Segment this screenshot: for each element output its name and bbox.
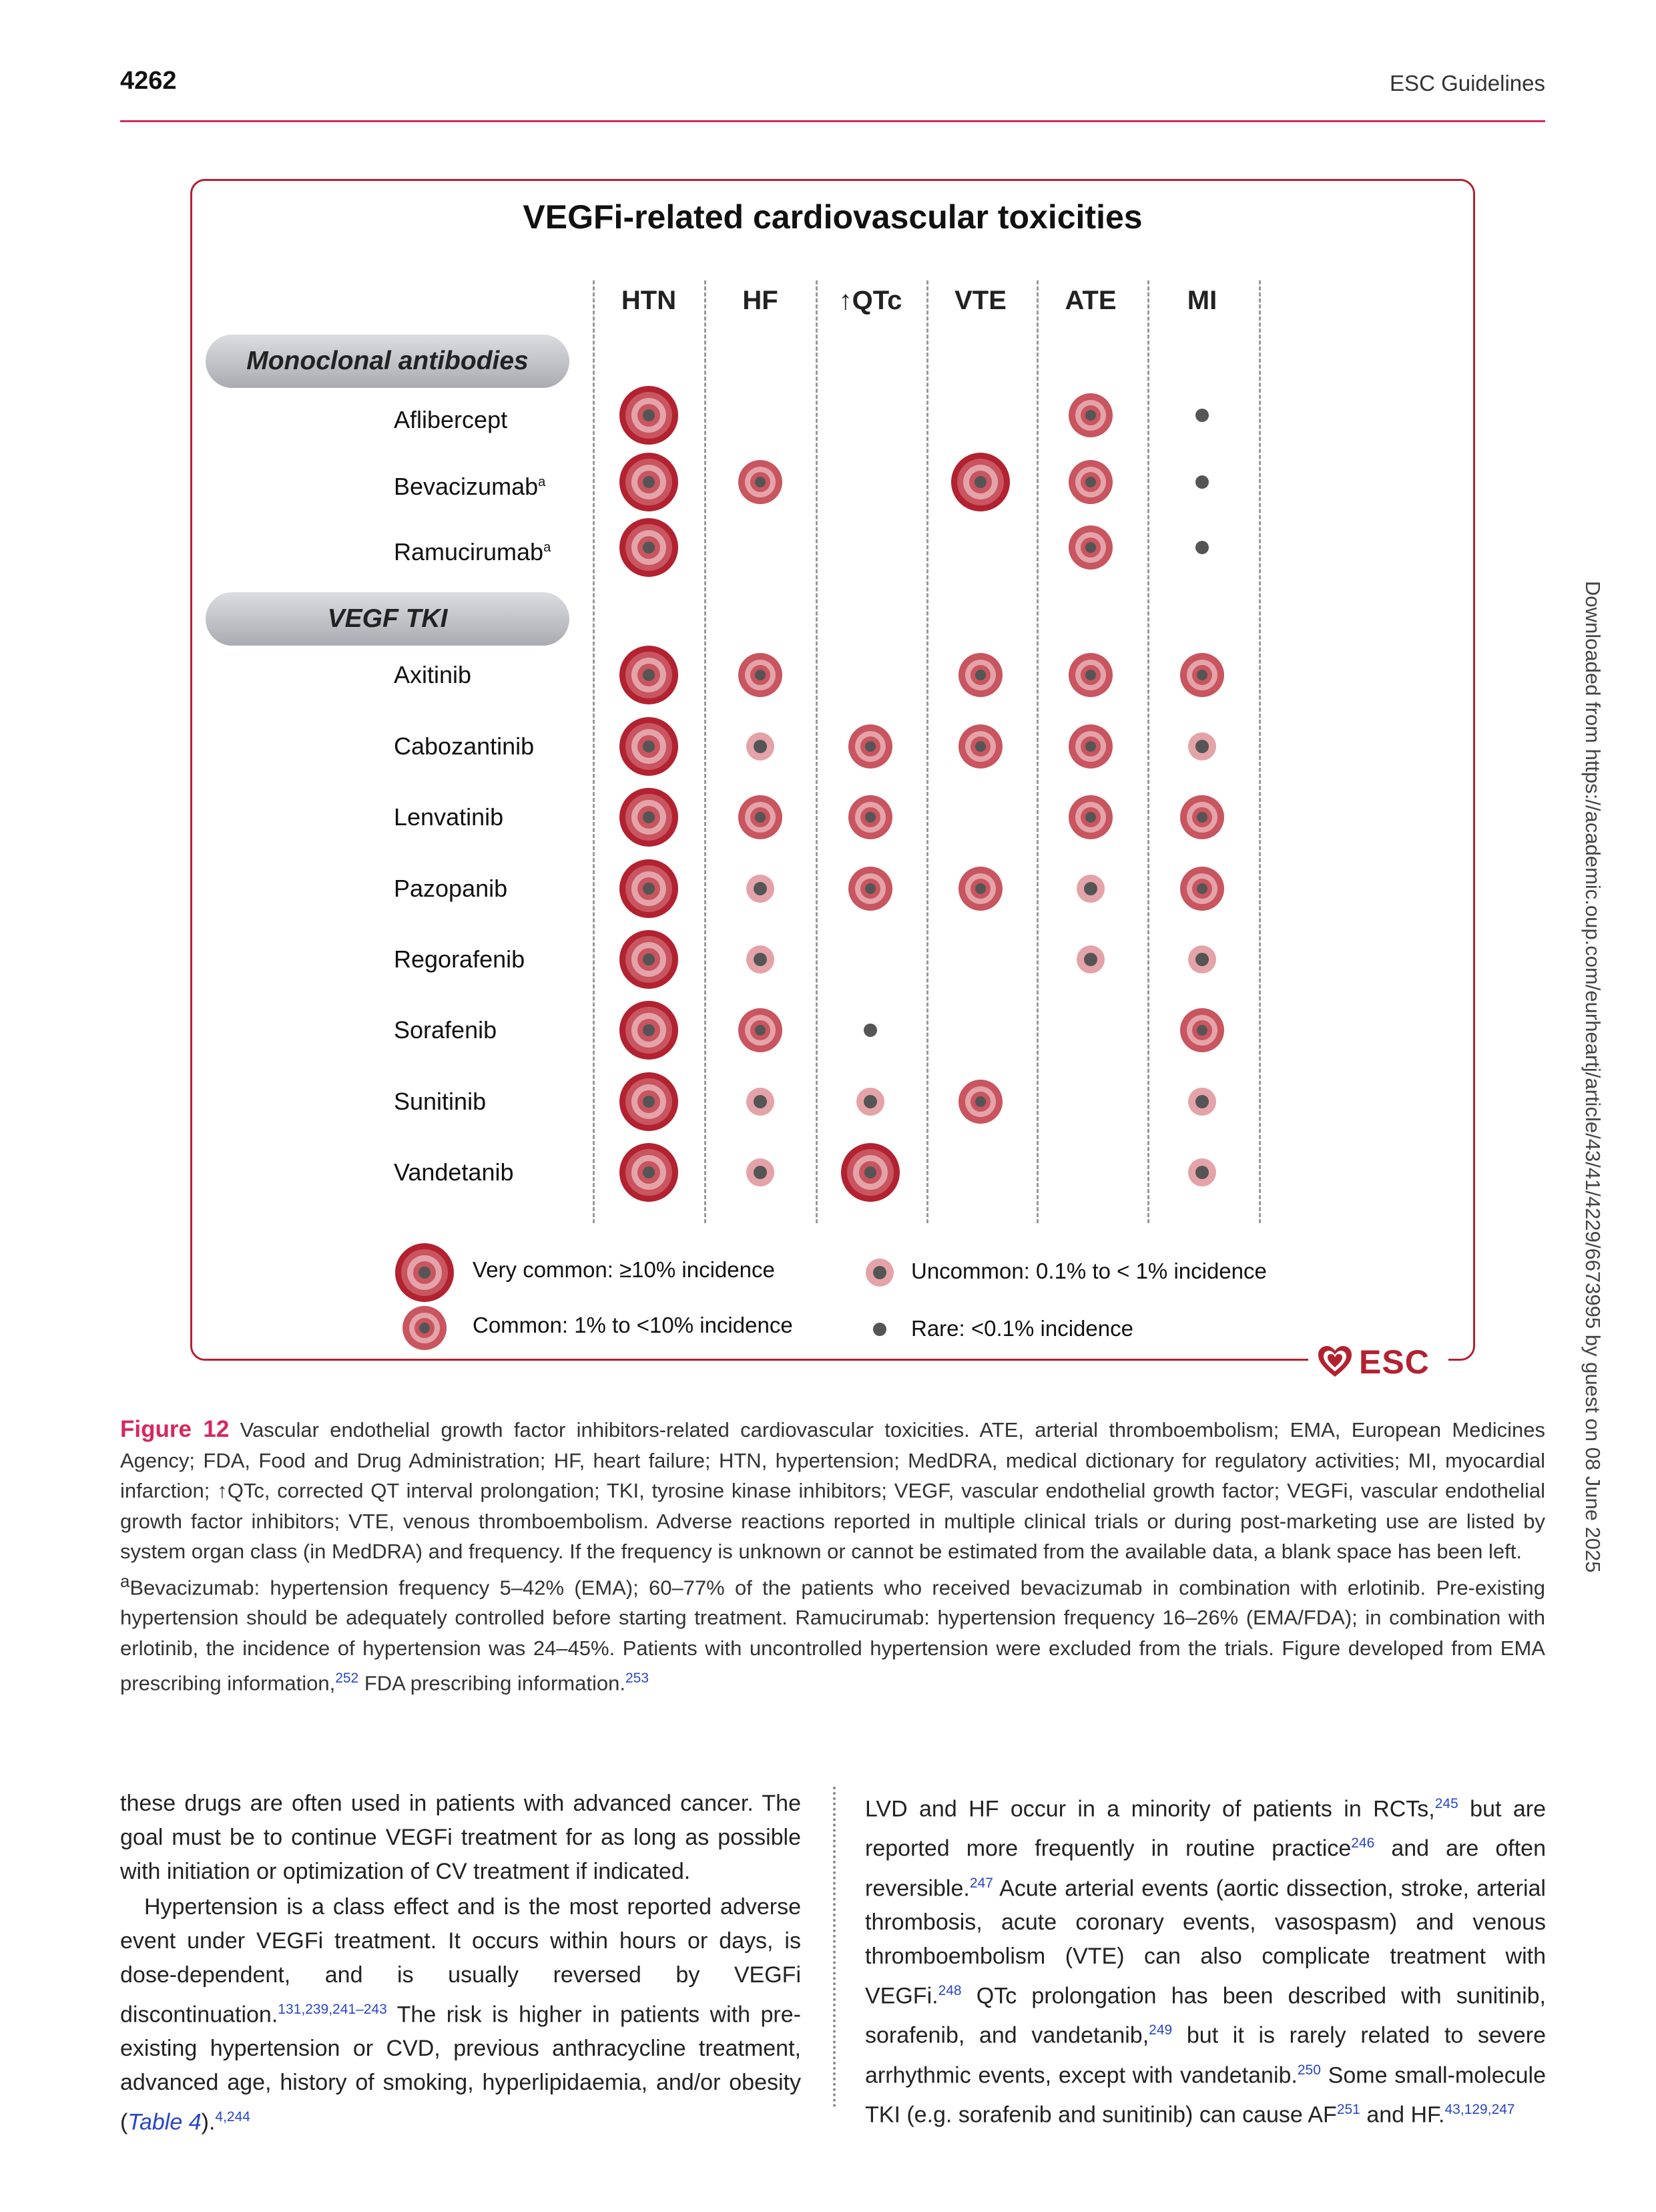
drug-label-ramucirumab: Ramucirumaba <box>394 538 551 566</box>
column-header-qtc-label: QTc <box>852 286 902 315</box>
column-header-vte-label: VTE <box>954 286 1007 315</box>
column-header-mi-label: MI <box>1187 286 1217 315</box>
up-arrow-icon: ↑ <box>838 286 852 315</box>
column-header-htn-label: HTN <box>621 286 677 315</box>
drug-label-cabozantinib: Cabozantinib <box>394 732 535 760</box>
reference-link[interactable]: 253 <box>625 1671 649 1687</box>
reference-link[interactable]: 248 <box>938 1982 962 1998</box>
group-label-vegf-tki: VEGF TKI <box>206 592 569 646</box>
column-divider <box>816 280 818 1223</box>
caption-footnote-text: Bevacizumab: hypertension frequency 5–42… <box>120 1575 1545 1695</box>
drug-label-regorafenib: Regorafenib <box>394 945 525 973</box>
body-paragraph: LVD and HF occur in a minority of patien… <box>865 1796 1547 2128</box>
column-header-mi: MI <box>1152 286 1252 316</box>
caption-fda-text: FDA prescribing information. <box>358 1671 625 1695</box>
caption-text: Vascular endothelial growth factor inhib… <box>120 1418 1545 1563</box>
reference-link[interactable]: 131,239,241–243 <box>278 2002 387 2017</box>
column-divider <box>1037 280 1039 1223</box>
header-rule <box>120 120 1545 122</box>
reference-link[interactable]: 246 <box>1351 1835 1375 1851</box>
legend-very-common-label: Very common: ≥10% incidence <box>473 1257 775 1282</box>
reference-link[interactable]: 247 <box>969 1875 993 1891</box>
reference-link[interactable]: 245 <box>1434 1796 1458 1811</box>
column-divider <box>926 280 928 1223</box>
legend-uncommon-label: Uncommon: 0.1% to < 1% incidence <box>911 1259 1267 1283</box>
column-divider <box>704 280 706 1223</box>
footnote-marker: a <box>538 475 546 489</box>
reference-link[interactable]: 4,244 <box>215 2109 250 2125</box>
reference-link[interactable]: 251 <box>1336 2101 1360 2117</box>
esc-logo: ESC <box>1308 1342 1448 1382</box>
column-header-htn: HTN <box>599 286 699 316</box>
column-header-vte: VTE <box>930 286 1031 316</box>
column-header-ate-label: ATE <box>1065 286 1117 315</box>
footnote-marker: a <box>543 540 551 555</box>
drug-label-sunitinib: Sunitinib <box>394 1088 487 1115</box>
drug-label-bevacizumab: Bevacizumaba <box>394 473 546 500</box>
figure-caption: Figure 12 Vascular endothelial growth fa… <box>120 1414 1545 1699</box>
figure-title: VEGFi-related cardiovascular toxicities <box>523 198 1143 236</box>
figure-label: Figure 12 <box>120 1416 230 1442</box>
drug-label-axitinib: Axitinib <box>394 661 472 688</box>
drug-label-lenvatinib: Lenvatinib <box>394 803 504 831</box>
drug-label-vandetanib: Vandetanib <box>394 1158 514 1186</box>
esc-logo-text: ESC <box>1359 1343 1430 1381</box>
body-column-right: LVD and HF occur in a minority of patien… <box>865 1787 1546 2132</box>
drug-label-pazopanib: Pazopanib <box>394 875 508 902</box>
column-header-hf: HF <box>710 286 810 316</box>
running-title: ESC Guidelines <box>1390 71 1545 95</box>
group-label-monoclonal-antibodies: Monoclonal antibodies <box>206 335 569 388</box>
figure-frame <box>190 179 1475 1361</box>
reference-link[interactable]: 43,129,247 <box>1444 2101 1515 2117</box>
body-paragraph: Hypertension is a class effect and is th… <box>120 1894 801 2135</box>
column-header-qtc: ↑QTc <box>820 286 920 316</box>
caption-footnote-marker: a <box>120 1572 130 1591</box>
reference-link[interactable]: 249 <box>1149 2022 1173 2038</box>
legend-rare-label: Rare: <0.1% incidence <box>911 1316 1133 1341</box>
column-divider <box>593 280 595 1223</box>
drug-label-aflibercept: Aflibercept <box>394 406 508 433</box>
heart-logo-icon <box>1318 1346 1352 1377</box>
page-number: 4262 <box>120 67 177 95</box>
body-paragraph: these drugs are often used in patients w… <box>120 1791 801 1884</box>
reference-link[interactable]: 252 <box>335 1671 359 1687</box>
column-divider <box>1259 280 1261 1223</box>
drug-label-sorafenib: Sorafenib <box>394 1016 497 1044</box>
download-watermark[interactable]: Downloaded from https://academic.oup.com… <box>1581 581 1605 1573</box>
table-4-link[interactable]: Table 4 <box>127 2109 202 2135</box>
column-separator <box>833 1787 836 2107</box>
legend-common-label: Common: 1% to <10% incidence <box>473 1313 793 1337</box>
body-column-left: these drugs are often used in patients w… <box>120 1787 801 2140</box>
column-header-ate: ATE <box>1041 286 1141 316</box>
reference-link[interactable]: 250 <box>1297 2062 1321 2078</box>
column-header-hf-label: HF <box>742 286 778 315</box>
column-divider <box>1147 280 1149 1223</box>
